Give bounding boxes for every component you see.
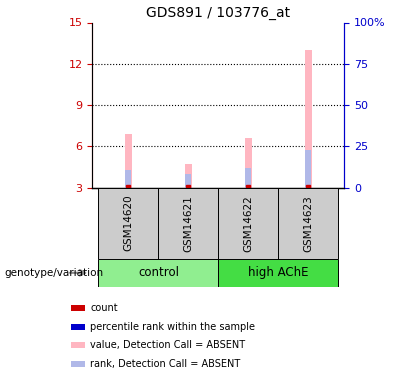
Bar bbox=[126, 170, 131, 188]
Bar bbox=[218, 259, 339, 287]
Text: genotype/variation: genotype/variation bbox=[4, 268, 103, 278]
Bar bbox=[98, 188, 158, 259]
Bar bbox=[98, 259, 218, 287]
Bar bbox=[305, 150, 311, 188]
Bar bbox=[245, 168, 252, 188]
Bar bbox=[305, 50, 312, 188]
Text: GSM14622: GSM14622 bbox=[244, 195, 253, 252]
Bar bbox=[71, 342, 85, 348]
Bar bbox=[71, 324, 85, 330]
Text: control: control bbox=[138, 266, 179, 279]
Title: GDS891 / 103776_at: GDS891 / 103776_at bbox=[146, 6, 291, 20]
Text: rank, Detection Call = ABSENT: rank, Detection Call = ABSENT bbox=[90, 359, 241, 369]
Bar bbox=[185, 174, 192, 188]
Bar bbox=[71, 305, 85, 311]
Bar bbox=[125, 134, 132, 188]
Bar bbox=[218, 188, 278, 259]
Text: GSM14621: GSM14621 bbox=[184, 195, 193, 252]
Bar bbox=[278, 188, 339, 259]
Bar bbox=[185, 164, 192, 188]
Text: percentile rank within the sample: percentile rank within the sample bbox=[90, 322, 255, 332]
Text: high AChE: high AChE bbox=[248, 266, 309, 279]
Bar bbox=[158, 188, 218, 259]
Text: GSM14620: GSM14620 bbox=[123, 195, 134, 251]
Bar bbox=[71, 361, 85, 367]
Text: GSM14623: GSM14623 bbox=[303, 195, 313, 252]
Bar bbox=[245, 138, 252, 188]
Text: value, Detection Call = ABSENT: value, Detection Call = ABSENT bbox=[90, 340, 245, 350]
Text: count: count bbox=[90, 303, 118, 313]
